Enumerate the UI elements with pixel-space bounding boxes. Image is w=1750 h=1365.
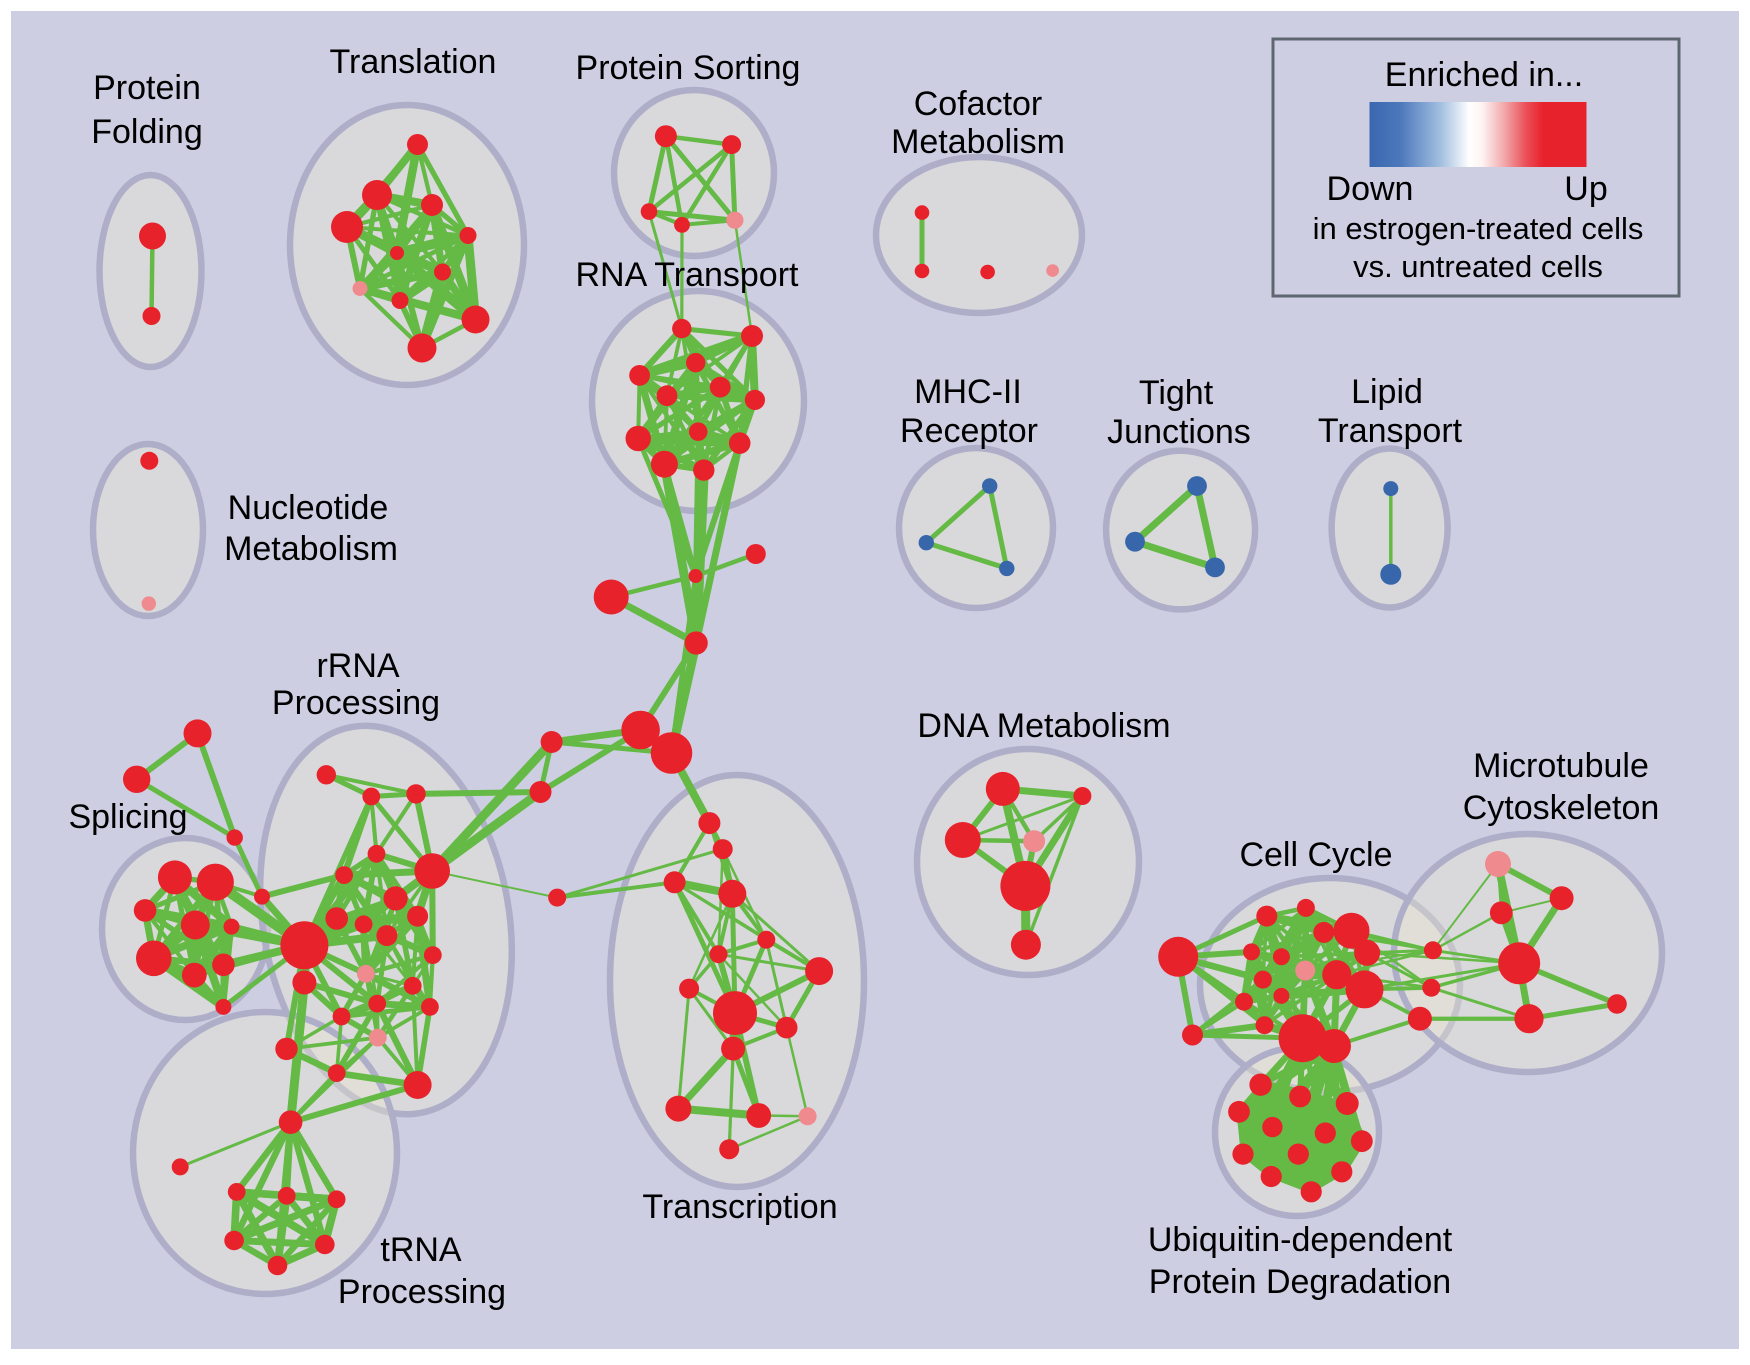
- svg-text:Splicing: Splicing: [68, 798, 187, 836]
- svg-text:DNA Metabolism: DNA Metabolism: [917, 707, 1170, 745]
- svg-text:in estrogen-treated cells: in estrogen-treated cells: [1313, 211, 1644, 246]
- svg-text:Protein Degradation: Protein Degradation: [1149, 1263, 1451, 1301]
- svg-text:Protein Sorting: Protein Sorting: [576, 49, 801, 87]
- svg-text:MHC-II: MHC-II: [914, 373, 1022, 411]
- svg-text:Translation: Translation: [330, 43, 497, 81]
- svg-text:Ubiquitin-dependent: Ubiquitin-dependent: [1148, 1221, 1453, 1259]
- svg-text:Protein: Protein: [93, 69, 201, 107]
- svg-text:Transport: Transport: [1318, 412, 1463, 450]
- svg-text:Receptor: Receptor: [900, 412, 1038, 450]
- svg-text:Microtubule: Microtubule: [1473, 747, 1649, 785]
- svg-text:Enriched in...: Enriched in...: [1385, 56, 1583, 94]
- svg-text:Metabolism: Metabolism: [891, 123, 1065, 161]
- svg-text:Cofactor: Cofactor: [914, 85, 1043, 123]
- svg-text:vs. untreated cells: vs. untreated cells: [1353, 249, 1603, 284]
- svg-text:Down: Down: [1327, 170, 1414, 208]
- svg-text:Up: Up: [1564, 170, 1607, 208]
- svg-text:Transcription: Transcription: [642, 1188, 837, 1226]
- svg-text:Folding: Folding: [91, 113, 203, 151]
- svg-text:Cytoskeleton: Cytoskeleton: [1463, 789, 1660, 827]
- svg-text:tRNA: tRNA: [380, 1231, 462, 1269]
- svg-text:Cell Cycle: Cell Cycle: [1239, 836, 1392, 874]
- svg-text:Nucleotide: Nucleotide: [228, 489, 389, 527]
- svg-text:Tight: Tight: [1139, 374, 1214, 412]
- svg-text:Junctions: Junctions: [1107, 413, 1251, 451]
- svg-text:Lipid: Lipid: [1351, 373, 1423, 411]
- svg-text:Metabolism: Metabolism: [224, 530, 398, 568]
- svg-text:Processing: Processing: [272, 684, 440, 722]
- svg-text:RNA Transport: RNA Transport: [576, 256, 800, 294]
- svg-text:rRNA: rRNA: [316, 647, 399, 685]
- svg-text:Processing: Processing: [338, 1273, 506, 1311]
